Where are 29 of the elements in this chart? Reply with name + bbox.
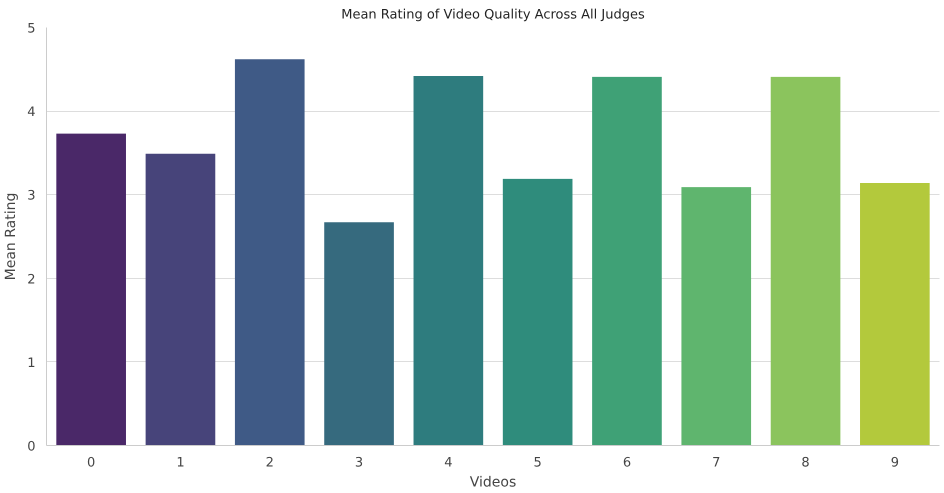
x-tick-label: 8 [801, 456, 810, 470]
chart-title: Mean Rating of Video Quality Across All Judges [341, 8, 645, 22]
bar [770, 76, 840, 446]
x-tick-label: 1 [176, 456, 185, 470]
x-tick-label: 4 [444, 456, 452, 470]
x-tick-label: 3 [354, 456, 364, 470]
bar [146, 154, 216, 446]
y-tick-label: 5 [27, 22, 36, 36]
bar [234, 59, 305, 446]
y-tick-label: 4 [27, 105, 36, 120]
y-tick-label: 2 [27, 272, 36, 288]
x-tick-label: 2 [266, 456, 274, 470]
x-axis-title: Videos [470, 474, 516, 490]
bar [592, 76, 662, 446]
y-tick-label: 1 [27, 356, 36, 371]
bar [502, 178, 572, 446]
x-tick-label: 0 [87, 456, 96, 470]
x-tick-label: 5 [534, 456, 542, 470]
bar [860, 182, 930, 446]
x-tick-label: 9 [890, 456, 899, 470]
bar [414, 76, 484, 446]
bar [56, 134, 126, 446]
y-tick-label: 3 [27, 188, 36, 204]
bar [681, 187, 752, 446]
x-tick-label: 7 [712, 456, 720, 470]
y-tick-label: 0 [27, 440, 36, 454]
x-tick-label: 6 [622, 456, 632, 470]
bar [324, 222, 394, 446]
y-axis-title: Mean Rating [3, 192, 20, 280]
